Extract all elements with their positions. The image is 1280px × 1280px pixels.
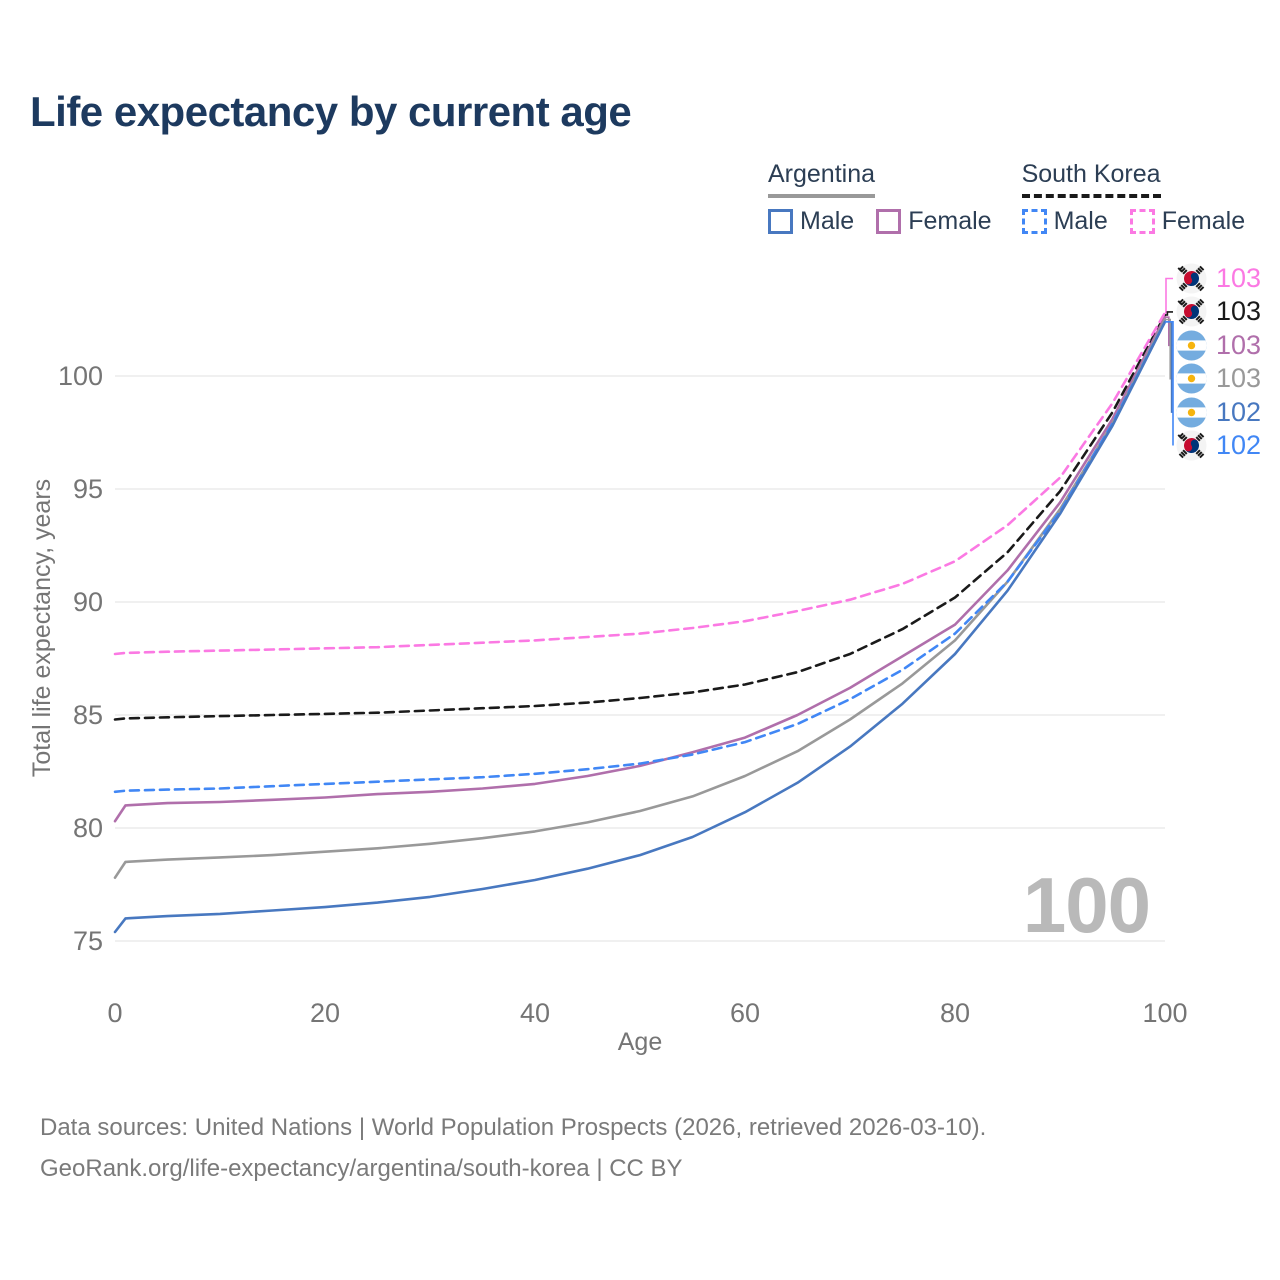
y-tick-80: 80 [73,813,103,843]
end-label-sk_total: 103 [1176,295,1261,328]
legend-swatch [1021,209,1047,234]
label-connector-sk_total [1165,311,1173,316]
south-korea-flag-icon [1176,296,1207,327]
x-tick-60: 60 [730,998,760,1028]
label-connector-sk_female [1165,277,1173,314]
y-tick-75: 75 [73,926,103,956]
x-axis-label: Age [618,1028,662,1056]
end-label-value: 103 [1216,263,1262,293]
series-line-sk_female[interactable] [113,311,1167,656]
y-axis-label: Total life expectancy, years [28,479,56,777]
end-label-sk_male: 102 [1176,429,1261,462]
legend-swatch [1129,209,1155,234]
series-line-sk_total[interactable] [113,313,1167,721]
legend-item-label: Female [1161,207,1246,235]
end-label-value: 102 [1216,396,1262,427]
series-line-ar_total[interactable] [113,318,1167,880]
south-korea-flag-icon [1176,430,1207,461]
end-label-ar_male: 102 [1176,396,1261,429]
series-line-sk_male[interactable] [113,320,1167,794]
legend-group-south-korea: South Korea Male Female [1021,160,1246,236]
end-label-value: 103 [1216,363,1262,394]
page-title: Life expectancy by current age [30,88,632,135]
attribution-text: GeoRank.org/life-expectancy/argentina/so… [40,1154,683,1182]
argentina-flag-icon [1176,363,1207,394]
end-label-ar_total: 103 [1176,362,1261,395]
label-connector-sk_male [1165,320,1174,446]
x-tick-100: 100 [1142,998,1187,1028]
legend-country-argentina[interactable]: Argentina [768,160,876,198]
legend-item-south-korea-female[interactable]: Female [1129,207,1246,236]
end-label-value: 102 [1216,430,1262,460]
x-tick-0: 0 [107,998,122,1028]
legend-item-south-korea-male[interactable]: Male [1021,207,1108,236]
legend-item-argentina-female[interactable]: Female [876,207,992,236]
age-indicator-watermark: 100 [1022,861,1151,949]
legend-item-label: Female [908,207,992,235]
legend-items-argentina: Male Female [768,207,992,236]
series-line-ar_male[interactable] [113,320,1167,934]
x-tick-80: 80 [940,998,970,1028]
legend-country-south-korea[interactable]: South Korea [1021,160,1161,198]
y-tick-100: 100 [58,361,103,391]
legend-swatch [768,209,793,234]
data-sources-text: Data sources: United Nations | World Pop… [40,1114,987,1141]
y-tick-90: 90 [73,587,103,617]
x-tick-40: 40 [520,998,550,1028]
argentina-flag-icon [1176,397,1207,428]
legend-item-label: Male [1053,207,1108,235]
legend-swatch [876,209,902,234]
end-label-ar_female: 103 [1176,329,1261,362]
line-chart: 75 80 85 90 95 100 0 20 40 60 80 100 Age Total life e… [28,277,1188,1056]
y-tick-85: 85 [73,700,103,730]
series-line-ar_female[interactable] [113,315,1167,823]
legend-items-south-korea: Male Female [1021,207,1246,236]
end-label-value: 103 [1216,296,1262,327]
south-korea-flag-icon [1176,263,1207,294]
legend-item-label: Male [800,207,855,235]
argentina-flag-icon [1176,330,1207,361]
legend-group-argentina: Argentina Male Female [768,160,992,236]
end-label-value: 103 [1216,329,1262,360]
legend: Argentina Male Female South Korea Male Fem… [768,160,1245,236]
y-tick-95: 95 [73,474,103,504]
legend-item-argentina-male[interactable]: Male [768,207,854,236]
end-label-sk_female: 103 [1176,262,1261,295]
x-tick-20: 20 [310,998,340,1028]
footer: Data sources: United Nations | World Pop… [40,1108,1190,1190]
